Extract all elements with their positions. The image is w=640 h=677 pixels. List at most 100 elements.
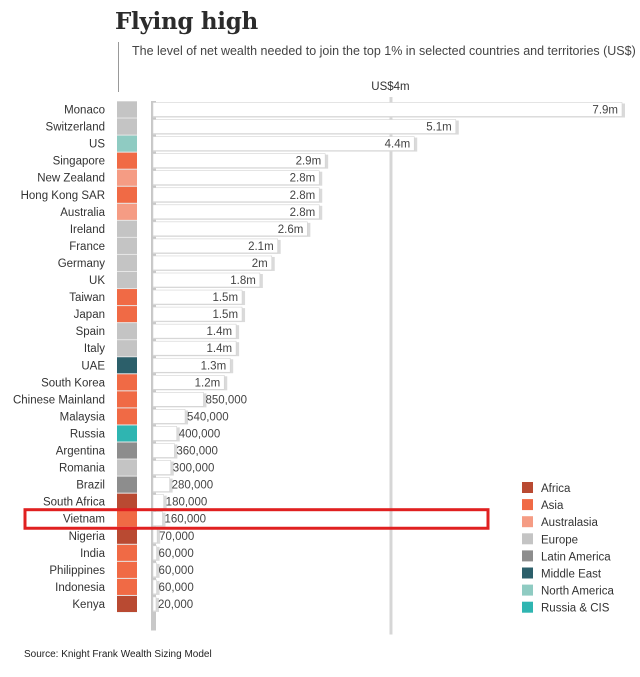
category-label-japan: Japan — [74, 309, 105, 321]
region-swatch-australia — [117, 203, 137, 220]
value-label-india: 60,000 — [159, 548, 194, 560]
value-label-russia: 400,000 — [179, 428, 221, 440]
value-label-south-korea: 1.2m — [195, 377, 221, 389]
bar-hong-kong-sar — [152, 187, 320, 203]
source-note: Source: Knight Frank Wealth Sizing Model — [24, 649, 212, 660]
chart-subtitle: The level of net wealth needed to join t… — [132, 44, 636, 58]
legend-label-europe: Europe — [541, 534, 578, 546]
category-label-russia: Russia — [70, 428, 106, 440]
subtitle-rule — [118, 42, 119, 92]
region-swatch-new-zealand — [117, 169, 137, 186]
bar-indonesia — [152, 579, 157, 595]
region-swatch-romania — [117, 459, 137, 476]
category-label-australia: Australia — [60, 207, 105, 219]
region-swatch-spain — [117, 323, 137, 340]
region-swatch-germany — [117, 254, 137, 271]
bar-taiwan — [152, 289, 243, 305]
region-swatch-brazil — [117, 476, 137, 493]
value-label-monaco: 7.9m — [592, 105, 618, 117]
category-label-nigeria: Nigeria — [69, 531, 106, 543]
value-label-australia: 2.8m — [290, 207, 316, 219]
category-label-south-korea: South Korea — [41, 377, 106, 389]
value-label-argentina: 360,000 — [176, 446, 218, 458]
bar-ireland — [152, 221, 308, 237]
chart-title: Flying high — [115, 8, 258, 35]
region-swatch-philippines — [117, 561, 137, 578]
value-label-philippines: 60,000 — [159, 565, 194, 577]
value-label-kenya: 20,000 — [158, 599, 193, 611]
region-swatch-france — [117, 237, 137, 254]
value-label-uk: 1.8m — [230, 275, 256, 287]
region-swatch-south-korea — [117, 374, 137, 391]
bar-south-africa — [152, 494, 164, 509]
category-label-taiwan: Taiwan — [69, 292, 105, 304]
value-label-nigeria: 70,000 — [159, 531, 194, 543]
bar-india — [152, 545, 157, 561]
bar-spain — [152, 323, 237, 339]
bar-japan — [152, 306, 243, 322]
category-label-south-africa: South Africa — [43, 497, 106, 509]
legend-swatch-latin-america — [522, 550, 533, 562]
region-swatch-taiwan — [117, 289, 137, 306]
labels-group: US$4m Monaco 7.9m Switzerland 5.1m US 4.4m Sing… — [13, 81, 618, 611]
category-label-indonesia: Indonesia — [55, 582, 105, 594]
category-label-malaysia: Malaysia — [60, 411, 106, 423]
legend-label-middle-east: Middle East — [541, 569, 602, 581]
bar-italy — [152, 340, 237, 356]
value-label-us: 4.4m — [385, 139, 411, 151]
bar-brazil — [152, 477, 170, 492]
bar-chinese-mainland — [152, 392, 204, 407]
legend-swatch-middle-east — [522, 567, 533, 579]
legend-swatch-asia — [522, 499, 533, 511]
bar-monaco — [152, 102, 623, 117]
region-swatch-south-africa — [117, 493, 137, 510]
value-label-south-africa: 180,000 — [166, 497, 208, 509]
bar-south-korea — [152, 374, 225, 390]
category-label-spain: Spain — [76, 326, 105, 338]
value-label-italy: 1.4m — [207, 343, 233, 355]
category-label-brazil: Brazil — [76, 480, 105, 492]
region-swatch-argentina — [117, 442, 137, 459]
category-label-chinese-mainland: Chinese Mainland — [13, 394, 105, 406]
reference-line — [389, 97, 393, 635]
category-label-vietnam: Vietnam — [63, 514, 105, 526]
bar-russia — [152, 426, 178, 441]
region-swatch-monaco — [117, 101, 137, 118]
category-label-kenya: Kenya — [72, 599, 105, 611]
legend-label-north-america: North America — [541, 586, 614, 598]
value-label-new-zealand: 2.8m — [290, 173, 316, 185]
region-swatch-italy — [117, 340, 137, 357]
region-swatch-us — [117, 135, 137, 152]
value-label-switzerland: 5.1m — [426, 122, 452, 134]
region-swatch-singapore — [117, 152, 137, 169]
category-label-singapore: Singapore — [53, 156, 105, 168]
value-label-germany: 2m — [252, 258, 268, 270]
value-label-romania: 300,000 — [173, 463, 215, 475]
region-swatch-india — [117, 544, 137, 561]
value-label-uae: 1.3m — [201, 360, 227, 372]
category-label-hong-kong-sar: Hong Kong SAR — [21, 190, 105, 202]
bar-argentina — [152, 443, 175, 458]
region-swatch-nigeria — [117, 527, 137, 544]
bar-new-zealand — [152, 170, 320, 185]
value-label-hong-kong-sar: 2.8m — [290, 190, 316, 202]
bar-romania — [152, 460, 172, 475]
category-label-us: US — [89, 139, 105, 151]
legend-label-africa: Africa — [541, 483, 571, 495]
bar-germany — [152, 255, 273, 271]
legend: Africa Asia Australasia Europe Latin America… — [522, 482, 614, 615]
value-label-malaysia: 540,000 — [187, 411, 229, 423]
value-label-singapore: 2.9m — [296, 156, 322, 168]
category-label-argentina: Argentina — [56, 446, 106, 458]
highlight-box — [23, 508, 490, 530]
legend-label-asia: Asia — [541, 500, 564, 512]
category-label-germany: Germany — [58, 258, 106, 270]
value-label-spain: 1.4m — [207, 326, 233, 338]
value-label-ireland: 2.6m — [278, 224, 304, 236]
legend-label-latin-america: Latin America — [541, 551, 611, 563]
region-swatch-malaysia — [117, 408, 137, 425]
region-swatch-vietnam — [117, 510, 137, 527]
bar-malaysia — [152, 409, 186, 424]
region-swatch-chinese-mainland — [117, 391, 137, 408]
